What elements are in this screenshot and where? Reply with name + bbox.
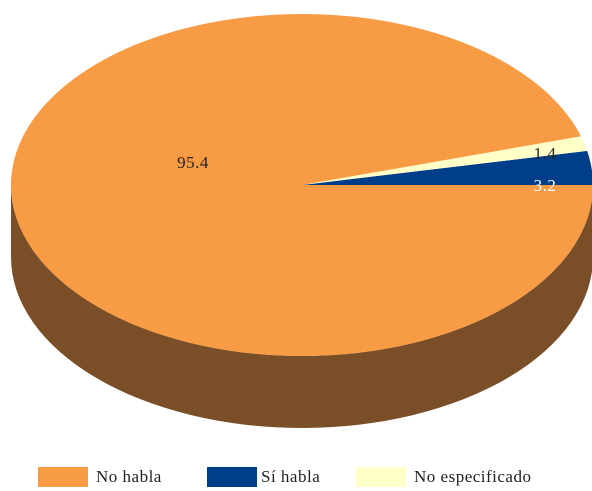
data-label-si-habla: 3.2: [534, 176, 557, 195]
pie-sides: [11, 185, 592, 428]
pie-slice-no-especificado: [302, 136, 588, 185]
legend-label-no-habla: No habla: [96, 467, 162, 486]
legend-item-si-habla: Sí habla: [207, 466, 320, 488]
legend: No habla Sí habla No especificado: [0, 466, 592, 488]
data-labels: 3.2 1.4 95.4: [177, 144, 556, 195]
legend-swatch-si-habla: [207, 467, 257, 487]
legend-item-no-especificado: No especificado: [356, 466, 531, 488]
data-label-no-habla: 95.4: [177, 153, 209, 172]
legend-label-no-especificado: No especificado: [414, 467, 532, 486]
pie-slices: [11, 14, 592, 356]
legend-item-no-habla: No habla: [38, 466, 162, 488]
legend-swatch-no-especificado: [356, 467, 406, 487]
pie-side-no-habla: [11, 185, 592, 428]
legend-label-si-habla: Sí habla: [261, 467, 321, 486]
data-label-no-especificado: 1.4: [534, 144, 557, 163]
pie-slice-no-habla: [11, 14, 592, 356]
legend-swatch-no-habla: [38, 467, 88, 487]
pie-slice-si-habla: [302, 150, 592, 185]
